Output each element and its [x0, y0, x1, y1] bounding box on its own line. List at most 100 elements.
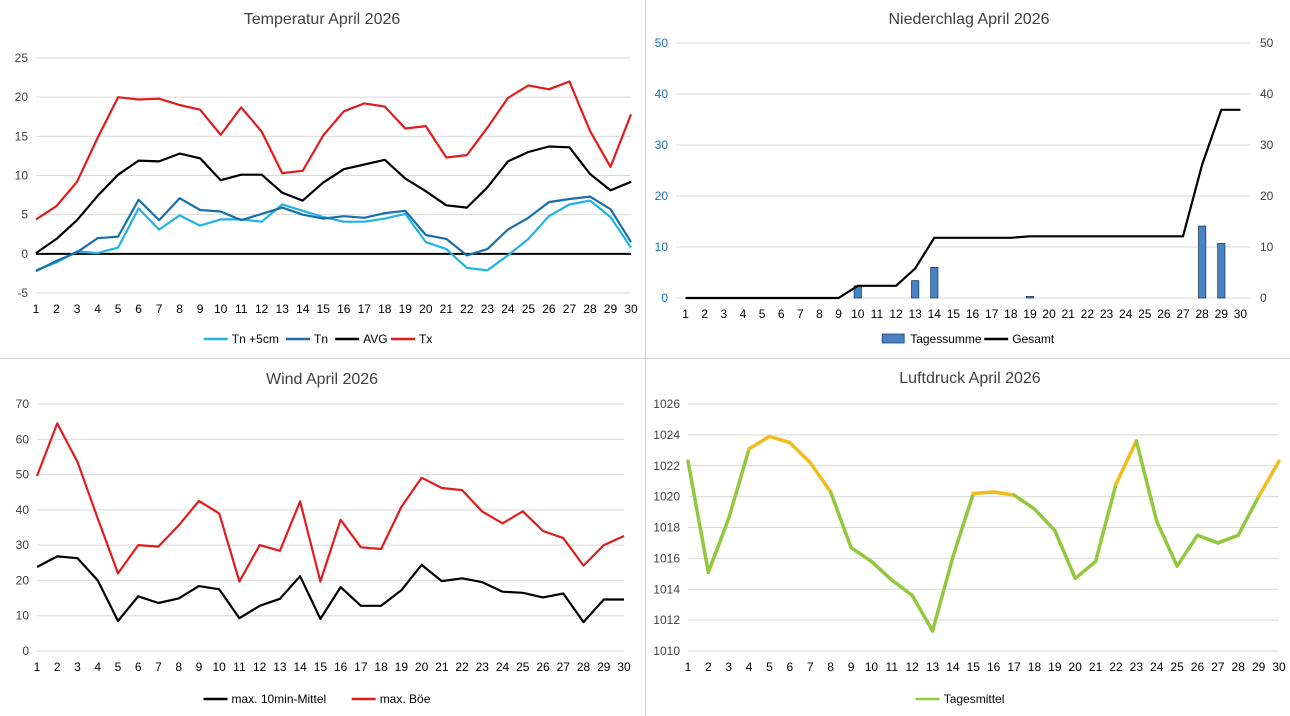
y-tick-label: 50 [655, 36, 669, 50]
x-tick-label: 28 [1195, 307, 1209, 321]
x-tick-label: 2 [705, 660, 712, 674]
x-tick-label: 19 [1023, 307, 1037, 321]
x-tick-label: 25 [1138, 307, 1152, 321]
series-line [35, 195, 632, 273]
x-tick-label: 6 [135, 302, 142, 316]
x-tick-label: 21 [1089, 660, 1103, 674]
x-tick-label: 24 [496, 660, 510, 674]
series-segment [1073, 559, 1098, 581]
x-tick-label: 7 [155, 660, 162, 674]
series-segment [767, 434, 792, 445]
y-tick-label: 10 [15, 169, 29, 183]
series-segment [951, 491, 976, 559]
series-segment [1236, 494, 1261, 537]
series-segment [788, 440, 813, 465]
series-segment [971, 490, 996, 496]
x-tick-label: 18 [1004, 307, 1018, 321]
x-tick-label: 8 [175, 660, 182, 674]
x-tick-label: 27 [1211, 660, 1225, 674]
x-tick-label: 27 [557, 660, 571, 674]
x-tick-label: 24 [1119, 307, 1133, 321]
x-tick-label: 4 [740, 307, 747, 321]
x-tick-label: 6 [778, 307, 785, 321]
x-tick-label: 10 [214, 302, 228, 316]
series-segment [1032, 507, 1057, 533]
series-segment [991, 490, 1016, 497]
x-tick-label: 25 [522, 302, 536, 316]
x-tick-label: 14 [946, 660, 960, 674]
legend-label: max. 10min-Mittel [232, 692, 327, 706]
x-tick-label: 7 [807, 660, 814, 674]
x-tick-label: 3 [74, 660, 81, 674]
x-tick-label: 29 [597, 660, 611, 674]
y-tick-label: 15 [15, 129, 29, 143]
y-tick-label: 1022 [653, 459, 680, 473]
x-tick-label: 8 [176, 302, 183, 316]
y-tick-label: 25 [15, 51, 29, 65]
y-tick-label: 1018 [653, 521, 680, 535]
x-tick-label: 8 [827, 660, 834, 674]
bar [1025, 296, 1035, 299]
x-tick-label: 29 [604, 302, 618, 316]
x-tick-label: 28 [577, 660, 591, 674]
y-tick-label: 1024 [653, 428, 680, 442]
x-tick-label: 12 [255, 302, 269, 316]
series-segment [1195, 533, 1220, 545]
x-tick-label: 20 [1042, 307, 1056, 321]
y-tick-label: 0 [661, 291, 668, 305]
y-tick-label: 20 [655, 189, 669, 203]
series-segment [1256, 459, 1281, 499]
legend: Tagessumme Gesamt [881, 332, 1055, 346]
x-tick-label: 16 [334, 660, 348, 674]
series-segment [747, 434, 772, 451]
x-tick-label: 1 [682, 307, 689, 321]
x-tick-label: 3 [725, 660, 732, 674]
x-tick-label: 21 [440, 302, 454, 316]
x-tick-label: 3 [74, 302, 81, 316]
x-tick-label: 23 [1130, 660, 1144, 674]
y-tick-label: 0 [21, 247, 28, 261]
x-tick-label: 11 [235, 302, 248, 316]
x-tick-label: 26 [542, 302, 556, 316]
series-line [35, 422, 625, 583]
x-tick-label: 25 [516, 660, 530, 674]
x-tick-label: 18 [374, 660, 388, 674]
x-tick-label: 20 [415, 660, 429, 674]
legend-label: Tagessumme [910, 332, 982, 346]
x-tick-label: 17 [1007, 660, 1021, 674]
series-segment [910, 593, 935, 633]
x-tick-label: 22 [460, 302, 474, 316]
x-tick-label: 12 [253, 660, 267, 674]
y-tick-label: 20 [16, 573, 30, 587]
x-tick-label: 13 [926, 660, 940, 674]
x-tick-label: 17 [354, 660, 368, 674]
x-tick-label: 4 [94, 302, 101, 316]
x-tick-label: 26 [1191, 660, 1205, 674]
y2-tick-label: 30 [1260, 138, 1274, 152]
y-tick-label: 50 [16, 468, 30, 482]
series-segment [1175, 533, 1200, 568]
x-tick-label: 19 [1048, 660, 1062, 674]
series-segment [1053, 528, 1077, 581]
x-tick-label: 6 [135, 660, 142, 674]
chart-title: Wind April 2026 [266, 371, 378, 388]
x-tick-label: 12 [905, 660, 919, 674]
series-line [35, 145, 632, 255]
horizontal-divider [0, 358, 1290, 359]
x-tick-label: 13 [908, 307, 922, 321]
legend: max. 10min-Mittel max. Böe [203, 692, 431, 706]
x-tick-label: 14 [293, 660, 307, 674]
bar [1217, 243, 1226, 299]
series-line [35, 199, 632, 272]
x-tick-label: 7 [797, 307, 804, 321]
x-tick-label: 9 [848, 660, 855, 674]
x-tick-label: 16 [337, 302, 351, 316]
x-tick-label: 19 [399, 302, 413, 316]
x-tick-label: 15 [947, 307, 961, 321]
y-tick-label: 0 [22, 644, 29, 658]
x-tick-label: 17 [358, 302, 372, 316]
x-tick-label: 14 [928, 307, 942, 321]
series-segment [686, 459, 711, 575]
y-tick-label: 60 [16, 432, 30, 446]
